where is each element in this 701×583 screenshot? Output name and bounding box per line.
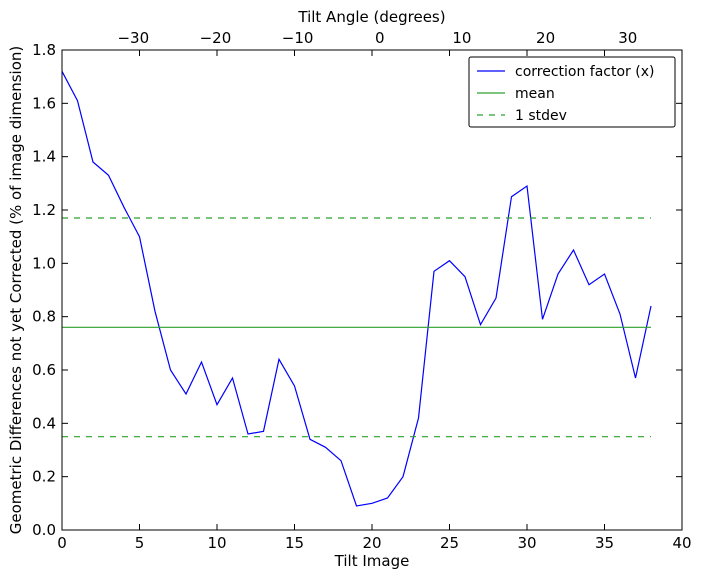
x-tick-label: 35 [595,534,614,552]
y-tick-label: 1.2 [32,201,56,219]
top-x-tick-label: 30 [618,29,637,47]
top-x-tick-label: −20 [200,29,232,47]
legend-box [468,56,676,128]
legend-label: correction factor (x) [515,64,654,80]
x-tick-label: 15 [285,534,304,552]
y-tick-label: 1.8 [32,41,56,59]
y-tick-label: 0.4 [32,414,56,432]
series-layer [61,71,652,507]
top-x-tick-label: −10 [282,29,314,47]
x-tick-label: 5 [135,534,145,552]
top-x-tick-label: 10 [452,29,471,47]
x-tick-label: 25 [440,534,459,552]
y-tick-label: 0.0 [32,521,56,539]
top-x-tick-label: 0 [375,29,385,47]
y-axis-title: Geometric Differences not yet Corrected … [7,46,25,535]
x-tick-label: 30 [517,534,536,552]
x-tick-label: 10 [207,534,226,552]
legend-label: mean [515,86,555,102]
x-tick-label: 20 [362,534,381,552]
x-axis-title: Tilt Image [334,552,410,570]
top-x-tick-label: 20 [536,29,555,47]
plot-frame [61,49,683,531]
legend-label: 1 stdev [515,108,567,124]
y-tick-label: 1.0 [32,254,56,272]
x-tick-label: 0 [57,534,67,552]
legend: correction factor (x) mean 1 stdev [468,56,676,128]
x-tick-label: 40 [672,534,691,552]
y-tick-label: 0.6 [32,361,56,379]
series-line [61,71,652,507]
tick-layer: 0 5 10 15 20 25 30 35 40 0.0 0.2 0.4 0.6 0.8 1.0 1.2 1.4… [32,29,691,552]
y-tick-label: 1.4 [32,148,56,166]
y-tick-label: 1.6 [32,94,56,112]
top-x-tick-label: −30 [117,29,149,47]
top-x-axis-title: Tilt Angle (degrees) [297,8,445,26]
y-tick-label: 0.2 [32,468,56,486]
y-tick-label: 0.8 [32,308,56,326]
